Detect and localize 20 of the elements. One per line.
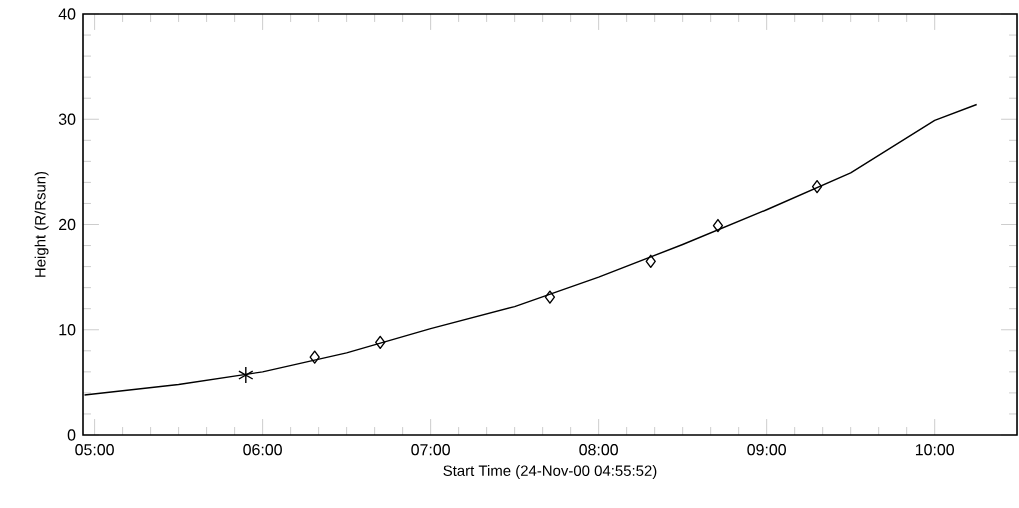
y-tick-label: 30 bbox=[58, 113, 76, 125]
y-tick-label: 20 bbox=[59, 218, 76, 231]
point bbox=[544, 290, 556, 304]
x-tick-label: 10:00 bbox=[915, 444, 955, 456]
y-tick-label: 0 bbox=[67, 429, 76, 441]
x-axis-title: Start Time (24-Nov-00 04:55:52) bbox=[443, 465, 657, 479]
x-tick-label: 05:00 bbox=[75, 444, 114, 456]
x-tick-label: 09:00 bbox=[747, 444, 786, 456]
point bbox=[645, 254, 656, 269]
x-tick-label: 07:00 bbox=[411, 444, 450, 456]
point bbox=[375, 335, 386, 350]
point bbox=[712, 218, 724, 233]
point bbox=[309, 350, 320, 364]
y-tick-label: 10 bbox=[59, 324, 76, 336]
y-axis-title: Height (R/Rsun) bbox=[34, 171, 49, 277]
x-tick-label: 08:00 bbox=[579, 444, 618, 456]
point bbox=[811, 179, 823, 194]
point bbox=[238, 366, 254, 384]
y-tick-label: 40 bbox=[58, 8, 76, 20]
x-tick-label: 06:00 bbox=[243, 444, 282, 456]
